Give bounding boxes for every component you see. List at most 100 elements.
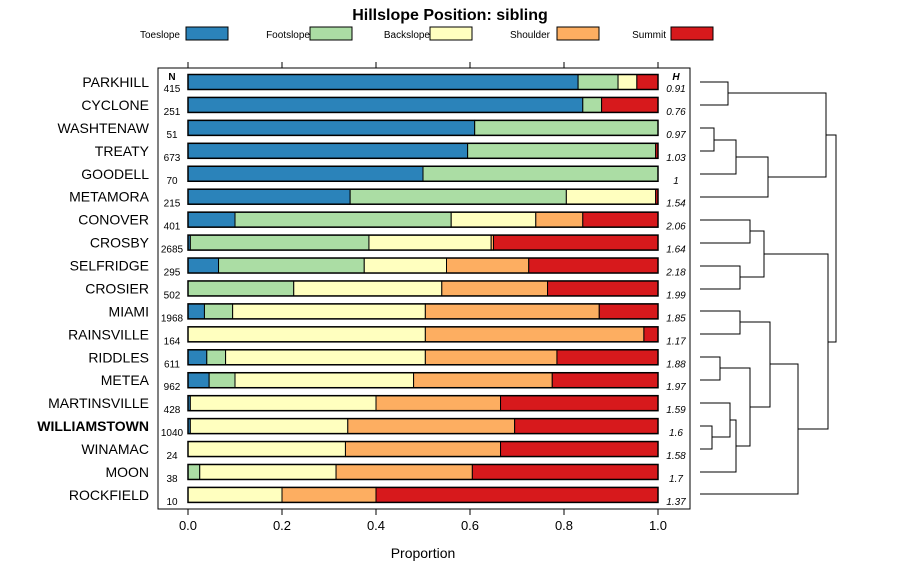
row-label-winamac: WINAMAC <box>81 441 149 457</box>
dendro-mid-cluster <box>740 230 765 278</box>
bar-segment-crosier-shoulder <box>441 280 549 297</box>
h-value-metamora: 1.54 <box>666 199 686 210</box>
bar-segment-miami-footslope <box>203 303 234 320</box>
bar-segment-williamstown-shoulder <box>347 418 516 435</box>
row-label-rainsville: RAINSVILLE <box>68 326 149 342</box>
n-value-martinsville: 428 <box>164 405 181 416</box>
h-value-winamac: 1.58 <box>666 451 686 462</box>
bar-segment-rockfield-backslope <box>187 486 283 503</box>
bar-segment-treaty-footslope <box>467 142 657 159</box>
n-value-rockfield: 10 <box>166 497 178 508</box>
bar-segment-metamora-backslope <box>565 188 657 205</box>
bar-segment-riddles-backslope <box>225 349 426 366</box>
bar-outline-metea <box>187 371 659 389</box>
dendro-conover-crosby <box>700 219 751 244</box>
bar-outline-williamstown <box>187 417 659 435</box>
dendrogram <box>700 81 837 495</box>
row-label-crosby: CROSBY <box>90 235 150 251</box>
bar-outline-winamac <box>187 440 659 458</box>
bar-segment-martinsville-backslope <box>189 395 377 412</box>
row-label-cyclone: CYCLONE <box>81 97 149 113</box>
h-value-parkhill: 0.91 <box>666 84 685 95</box>
x-tick-label-4: 0.8 <box>555 518 573 533</box>
h-value-rainsville: 1.17 <box>666 336 686 347</box>
bar-segment-metea-toeslope <box>187 372 210 389</box>
h-value-riddles: 1.88 <box>666 359 686 370</box>
bar-segment-cyclone-toeslope <box>187 96 584 113</box>
bar-segment-moon-shoulder <box>335 463 473 480</box>
row-label-martinsville: MARTINSVILLE <box>48 395 149 411</box>
row-label-metamora: METAMORA <box>69 189 150 205</box>
bar-segment-rainsville-summit <box>643 326 659 343</box>
bar-segment-moon-footslope <box>187 463 201 480</box>
row-label-selfridge: SELFRIDGE <box>70 258 149 274</box>
bar-segment-goodell-footslope <box>422 165 659 182</box>
legend-swatch-shoulder <box>556 26 600 41</box>
bar-segment-rockfield-shoulder <box>281 486 377 503</box>
dendro-martinsville-ww <box>700 402 731 438</box>
bar-segment-rainsville-backslope <box>187 326 426 343</box>
bar-outline-metamora <box>187 188 659 205</box>
x-tick-label-2: 0.4 <box>367 518 385 533</box>
n-value-rainsville: 164 <box>164 336 181 347</box>
bar-segment-rockfield-summit <box>375 486 659 503</box>
dendro-summit-cluster <box>740 321 771 408</box>
bar-segment-conover-summit <box>582 211 659 228</box>
x-axis: 0.0 0.2 0.4 0.6 0.8 1.0 <box>179 62 667 533</box>
bar-segment-riddles-shoulder <box>424 349 558 366</box>
bar-segment-metea-summit <box>551 372 659 389</box>
bar-segment-rainsville-shoulder <box>424 326 645 343</box>
row-label-metea: METEA <box>101 372 150 388</box>
bar-segment-metamora-footslope <box>349 188 567 205</box>
n-value-metea: 962 <box>164 382 181 393</box>
bar-segment-parkhill-toeslope <box>187 74 579 90</box>
bar-segment-parkhill-footslope <box>577 74 619 90</box>
bar-segment-washtenaw-footslope <box>474 119 659 136</box>
bar-outline-washtenaw <box>187 119 659 137</box>
dendro-parkhill-cyclone <box>700 81 729 106</box>
h-value-treaty: 1.03 <box>666 153 686 164</box>
plot-frame <box>157 67 691 510</box>
bar-segment-conover-shoulder <box>535 211 584 228</box>
bar-outline-martinsville <box>187 394 659 412</box>
chart-title: Hillslope Position: sibling <box>352 7 548 24</box>
x-axis-title: Proportion <box>391 545 456 561</box>
dendro-riddles-metea <box>700 356 721 381</box>
bar-segment-moon-backslope <box>199 463 337 480</box>
x-tick-label-1: 0.2 <box>273 518 291 533</box>
bar-outline-conover <box>187 211 659 228</box>
bar-segment-metamora-toeslope <box>187 188 351 205</box>
bar-segment-selfridge-footslope <box>218 257 365 274</box>
legend-label-summit: Summit <box>632 30 666 41</box>
bar-segment-riddles-toeslope <box>187 349 208 366</box>
dendro-washtenaw-treaty <box>700 127 715 152</box>
bar-segment-crosby-summit <box>493 234 659 251</box>
h-value-moon: 1.7 <box>669 474 683 485</box>
dendro-lower-join <box>764 253 829 430</box>
bar-segment-miami-toeslope <box>187 303 205 320</box>
x-tick-label-0: 0.0 <box>179 518 197 533</box>
n-value-moon: 38 <box>166 474 178 485</box>
h-value-conover: 2.06 <box>665 222 686 233</box>
h-value-miami: 1.85 <box>666 313 686 324</box>
bar-outline-rainsville <box>187 326 659 343</box>
n-column-header: N <box>168 72 175 83</box>
row-label-parkhill: PARKHILL <box>82 74 149 90</box>
bar-segment-williamstown-backslope <box>189 418 349 435</box>
h-value-washtenaw: 0.97 <box>666 130 686 141</box>
bar-segment-cyclone-footslope <box>582 96 603 113</box>
bar-segment-crosby-footslope <box>189 234 370 251</box>
dendro-moon <box>700 419 737 473</box>
dendro-miami-rainsville <box>700 310 741 335</box>
n-value-selfridge: 295 <box>164 268 181 279</box>
bar-outline-goodell <box>187 165 659 183</box>
dendro-root <box>826 134 837 343</box>
n-value-williamstown: 1040 <box>161 428 184 439</box>
h-value-goodell: 1 <box>673 176 679 187</box>
bar-segment-conover-toeslope <box>187 211 236 228</box>
bar-segment-conover-footslope <box>234 211 452 228</box>
n-value-metamora: 215 <box>164 199 181 210</box>
row-label-treaty: TREATY <box>95 143 150 159</box>
n-value-treaty: 673 <box>164 153 181 164</box>
